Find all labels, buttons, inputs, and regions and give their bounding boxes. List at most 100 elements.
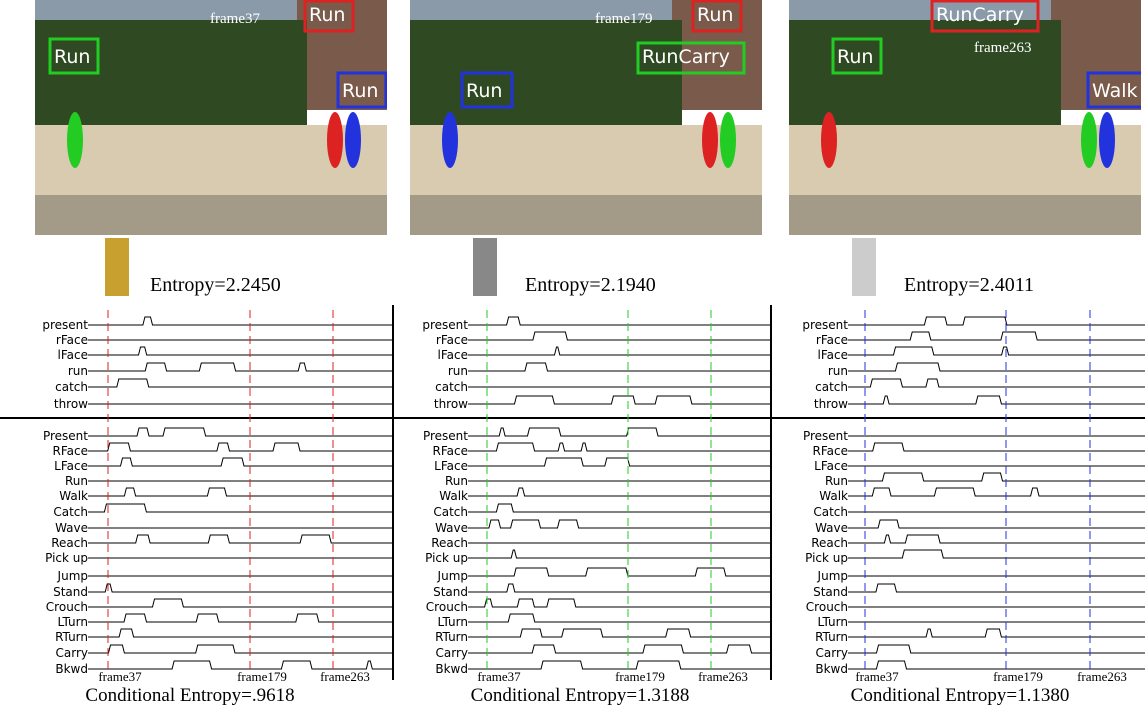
trace: [848, 347, 1145, 355]
photo: RunRunRun: [35, 0, 387, 235]
trace: [468, 520, 771, 528]
thumb: [473, 238, 497, 296]
marker-label: frame179: [237, 669, 287, 684]
trace: [468, 347, 771, 355]
row-label: throw: [814, 397, 848, 411]
trace: [848, 443, 1145, 451]
box-label: Run: [309, 4, 345, 26]
row-label: LTurn: [438, 615, 468, 629]
person: [327, 112, 343, 168]
trace: [848, 332, 1145, 340]
person: [345, 112, 361, 168]
trace: [468, 504, 771, 512]
row-label: LFace: [434, 459, 468, 473]
trace: [468, 661, 771, 669]
row-label: Carry: [816, 646, 849, 660]
row-label: RFace: [813, 444, 848, 458]
row-label: Carry: [436, 646, 469, 660]
row-label: Catch: [433, 505, 468, 519]
row-label: LFace: [814, 459, 848, 473]
marker-label: frame37: [98, 669, 142, 684]
trace: [468, 568, 771, 576]
row-label: rFace: [436, 333, 468, 347]
person: [702, 112, 718, 168]
trace: [88, 428, 393, 436]
entropy: Entropy=2.2450: [150, 274, 281, 296]
row-label: Bkwd: [815, 662, 848, 676]
row-label: Run: [825, 474, 848, 488]
row-label: Run: [65, 474, 88, 488]
marker-label: frame263: [698, 669, 748, 684]
row-label: catch: [435, 380, 468, 394]
row-label: Pick up: [45, 551, 88, 565]
shadow: [410, 195, 762, 235]
row-label: LTurn: [818, 615, 848, 629]
row-label: lFace: [818, 348, 848, 362]
trace: [848, 535, 1145, 543]
trace: [468, 317, 771, 325]
thumb: [105, 238, 129, 296]
trace: [468, 614, 771, 622]
row-label: RFace: [433, 444, 468, 458]
row-label: present: [42, 318, 88, 332]
person: [1099, 112, 1115, 168]
row-label: catch: [815, 380, 848, 394]
box-label: RunCarry: [936, 4, 1024, 26]
marker-label: frame37: [477, 669, 521, 684]
figure: Run Run Run frame37 Entropy=2.2450 present rFa…: [0, 0, 1145, 706]
row-label: throw: [434, 397, 468, 411]
box-label: Run: [54, 46, 90, 68]
marker-label: frame179: [993, 669, 1043, 684]
shadow: [789, 195, 1141, 235]
trace: [468, 629, 771, 637]
row-label: Run: [445, 474, 468, 488]
trace: [88, 458, 393, 466]
row-label: Reach: [811, 536, 848, 550]
trace: [848, 550, 1145, 558]
trace: [848, 584, 1145, 592]
trace: [88, 629, 393, 637]
thumb: [852, 238, 876, 296]
row-label: Stand: [813, 585, 848, 599]
trace: [88, 379, 393, 387]
row-label: Walk: [439, 489, 468, 503]
row-label: Pick up: [805, 551, 848, 565]
marker-label: frame263: [1077, 669, 1127, 684]
row-label: Walk: [819, 489, 848, 503]
row-label: Jump: [817, 569, 848, 583]
photo: RunRunRunCarry: [410, 0, 762, 235]
row-label: Carry: [56, 646, 89, 660]
entropy: Entropy=2.1940: [525, 274, 656, 296]
conditional-entropy: Conditional Entropy=1.1380: [851, 685, 1070, 706]
marker-label: frame263: [320, 669, 370, 684]
trace: [848, 661, 1145, 669]
trace: [848, 473, 1145, 481]
box-label: Walk: [1092, 80, 1138, 102]
row-label: Crouch: [806, 600, 848, 614]
row-label: Bkwd: [55, 662, 88, 676]
trace: [848, 520, 1145, 528]
row-label: run: [448, 364, 468, 378]
person: [442, 112, 458, 168]
row-label: RTurn: [435, 630, 468, 644]
row-label: Stand: [53, 585, 88, 599]
row-label: Reach: [431, 536, 468, 550]
trace: [848, 488, 1145, 496]
trace: [468, 396, 771, 404]
person: [821, 112, 837, 168]
row-label: RTurn: [55, 630, 88, 644]
row-label: Crouch: [46, 600, 88, 614]
trace: [88, 504, 393, 512]
row-label: Present: [43, 429, 88, 443]
row-label: run: [828, 364, 848, 378]
person: [720, 112, 736, 168]
trace: [88, 488, 393, 496]
shadow: [35, 195, 387, 235]
trace: [88, 599, 393, 607]
row-label: RFace: [53, 444, 88, 458]
row-label: Pick up: [425, 551, 468, 565]
trace: [88, 584, 393, 592]
trace: [848, 317, 1145, 325]
row-label: catch: [55, 380, 88, 394]
